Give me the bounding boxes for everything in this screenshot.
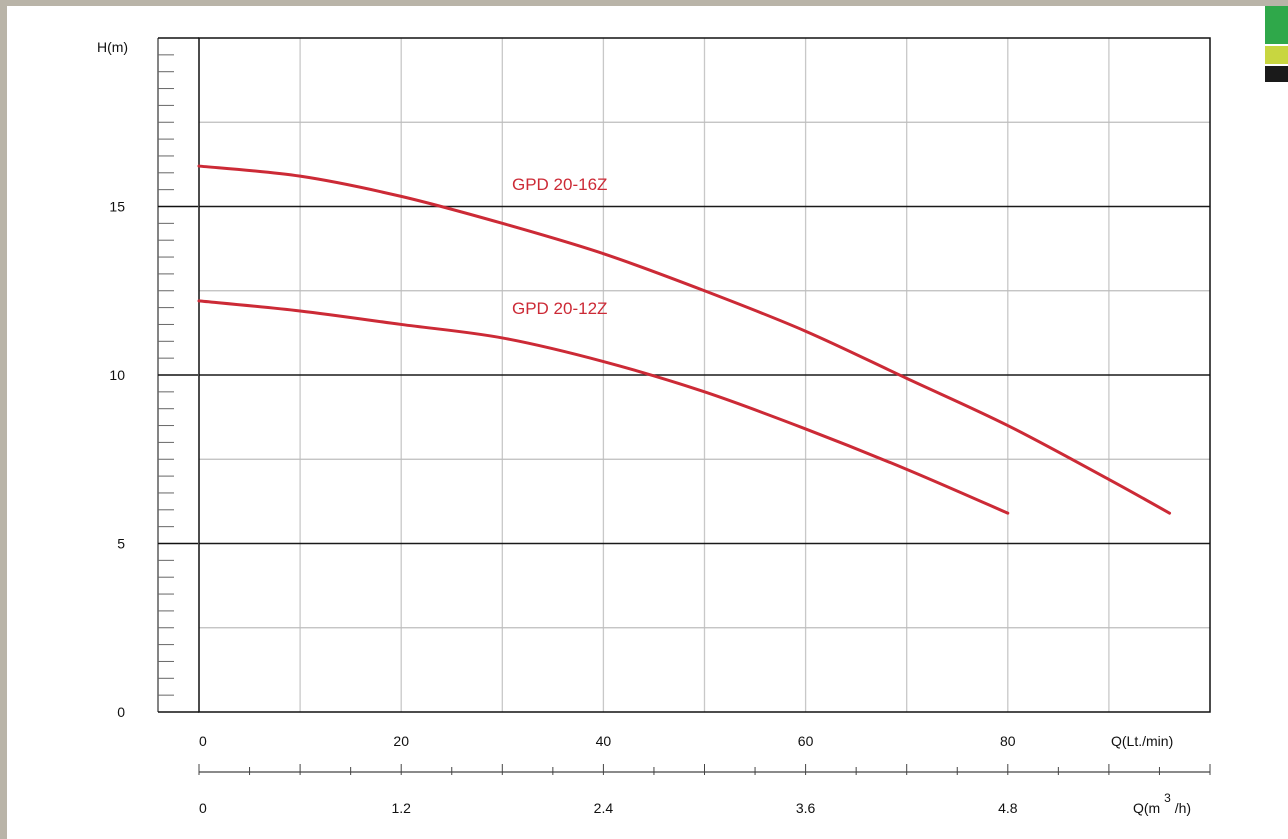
x-tick-label: 40 <box>596 733 612 749</box>
corner-swatches <box>1265 6 1288 82</box>
x2-tick-label: 3.6 <box>796 800 816 816</box>
grid <box>199 38 1210 712</box>
series-label: GPD 20-12Z <box>512 299 607 318</box>
x-tick-label: 60 <box>798 733 814 749</box>
axes: 0 5 10 15 0 20 40 60 80 0 1.2 2.4 3.6 4.8 <box>109 37 1211 816</box>
x2-label-prefix: Q(m <box>1133 800 1160 816</box>
x2-tick-label: 2.4 <box>594 800 614 816</box>
x2-label-suffix: /h) <box>1175 800 1191 816</box>
y-tick-label: 5 <box>117 536 125 552</box>
x-tick-label: 20 <box>393 733 409 749</box>
y-axis-label: H(m) <box>97 39 128 55</box>
color-swatch <box>1265 6 1288 44</box>
x-axis-label: Q(Lt./min) <box>1111 733 1173 749</box>
y-tick-label: 15 <box>109 199 125 215</box>
x2-axis-label: Q(m 3 /h) <box>1133 789 1191 816</box>
series-line <box>197 164 1172 515</box>
series: GPD 20-16Z GPD 20-12Z <box>197 164 1172 515</box>
color-swatch <box>1265 46 1288 64</box>
series-line <box>197 299 1010 515</box>
plot-border <box>198 37 1211 713</box>
y-tick-label: 10 <box>109 367 125 383</box>
color-swatch <box>1265 66 1288 82</box>
x2-tick-label: 0 <box>199 800 207 816</box>
x-tick-label: 80 <box>1000 733 1016 749</box>
x-tick-label: 0 <box>199 733 207 749</box>
y-tick-label: 0 <box>117 704 125 720</box>
x2-tick-label: 4.8 <box>998 800 1018 816</box>
x2-label-superscript: 3 <box>1164 791 1171 805</box>
x2-tick-label: 1.2 <box>391 800 411 816</box>
series-label: GPD 20-16Z <box>512 175 607 194</box>
